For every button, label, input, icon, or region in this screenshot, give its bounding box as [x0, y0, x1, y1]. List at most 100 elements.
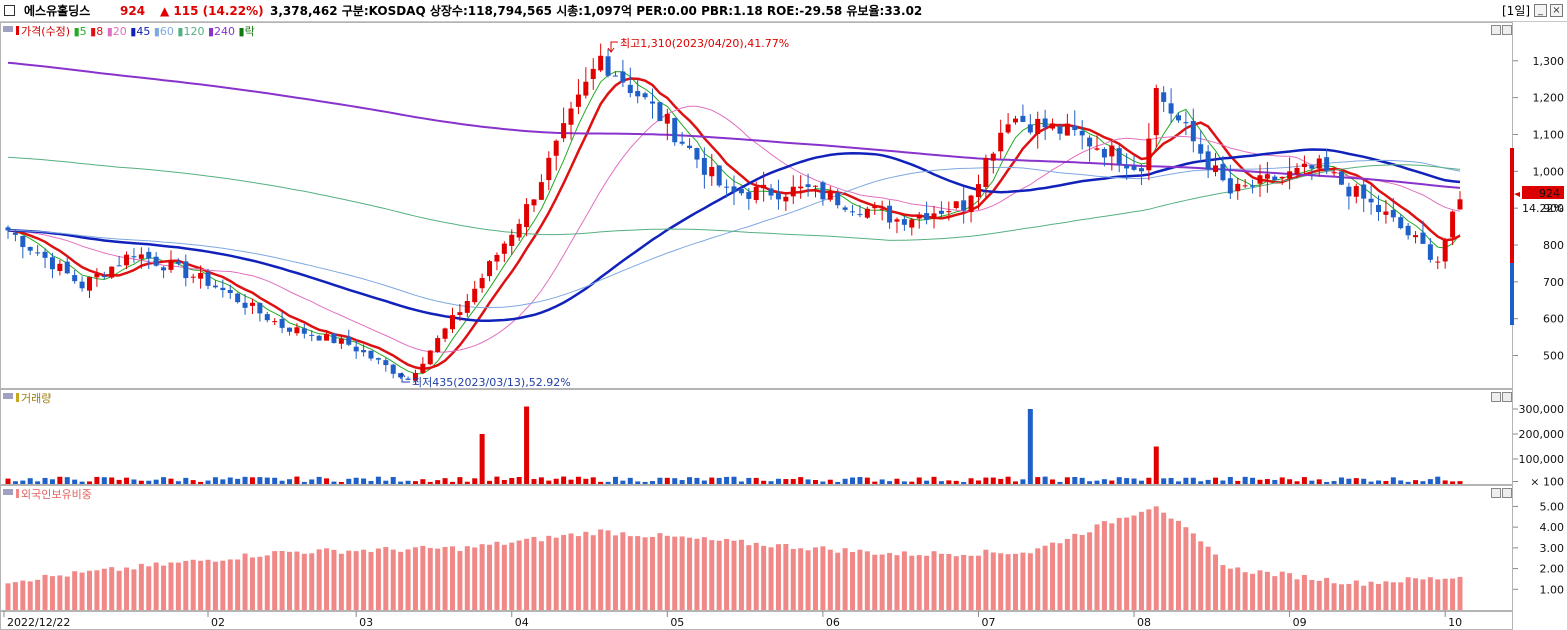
candle-body — [272, 321, 278, 323]
pane-handle-icon — [3, 393, 13, 399]
foreign-ratio-bar — [709, 540, 715, 610]
foreign-ratio-bar — [775, 544, 781, 610]
close-button[interactable]: × — [1550, 4, 1563, 17]
candle-body — [746, 192, 752, 199]
volume-bar — [768, 481, 774, 484]
volume-bar — [1079, 477, 1085, 484]
high-annotation: 최고1,310(2023/04/20),41.77% — [607, 37, 789, 53]
volume-bar — [398, 481, 404, 484]
volume-bar — [635, 481, 641, 484]
candle-body — [553, 140, 559, 156]
foreign-ratio-bar — [916, 555, 922, 610]
candle-body — [27, 246, 33, 251]
candle-body — [590, 68, 596, 80]
candle-body — [561, 123, 567, 139]
candle-body — [487, 261, 493, 277]
volume-bar — [583, 478, 589, 484]
foreign-pane-controls[interactable] — [1491, 488, 1512, 498]
candle-body — [1220, 163, 1226, 181]
foreign-tick-label: 3.00 — [1540, 542, 1565, 555]
current-price-marker: 924 14.22% — [1510, 148, 1564, 325]
candle-body — [798, 186, 804, 189]
foreign-ratio-bar — [835, 552, 841, 610]
candle-body — [316, 335, 322, 341]
foreign-ratio-bar — [1331, 583, 1337, 610]
foreign-ratio-bar — [94, 570, 100, 610]
foreign-ratio-bar — [287, 551, 293, 610]
foreign-ratio-bar — [924, 555, 930, 610]
volume-bar — [442, 478, 448, 484]
volume-pane-controls[interactable] — [1491, 392, 1512, 402]
volume-bar — [664, 477, 670, 484]
volume-bar — [1338, 477, 1344, 484]
candle-body — [687, 145, 693, 148]
candle-body — [479, 278, 485, 289]
candle-body — [1087, 137, 1093, 147]
price-tick-label: 1,100 — [1533, 128, 1565, 141]
foreign-ratio-bar — [1227, 568, 1233, 610]
candle-body — [679, 141, 685, 144]
volume-bar — [894, 478, 900, 484]
price-legend-text: 가격(수정) ▮5 ▮8 ▮20 ▮45 ▮60 ▮120 ▮240 ▮락 — [21, 25, 255, 38]
volume-bar — [1324, 481, 1330, 484]
foreign-ratio-bar — [990, 552, 996, 610]
stock-info: 3,378,462 구분:KOSDAQ 상장수:118,794,565 시총:1… — [270, 4, 923, 18]
volume-legend-label: 거래량 — [21, 392, 51, 405]
candle-body — [961, 200, 967, 211]
foreign-ratio-bar — [620, 532, 626, 610]
volume-bar — [961, 481, 967, 484]
candle-body — [153, 256, 159, 266]
volume-bar — [561, 476, 567, 484]
volume-bar — [361, 478, 367, 484]
volume-bar — [590, 477, 596, 484]
foreign-ratio-bar — [12, 582, 18, 610]
foreign-ratio-bar — [998, 553, 1004, 610]
minimize-button[interactable]: _ — [1534, 4, 1547, 17]
volume-bar — [872, 481, 878, 484]
foreign-ratio-bar — [731, 540, 737, 610]
candle-body — [1042, 118, 1048, 128]
candle-body — [768, 188, 774, 196]
candle-body — [412, 373, 418, 381]
foreign-ratio-bar — [1050, 542, 1056, 610]
candle-body — [1235, 183, 1241, 192]
volume-bar — [1124, 478, 1130, 484]
volume-bar — [227, 477, 233, 484]
foreign-ratio-bar — [812, 547, 818, 610]
volume-bar — [998, 478, 1004, 484]
foreign-ratio-bar — [457, 551, 463, 610]
volume-bar — [168, 478, 174, 484]
foreign-ratio-bar — [1450, 578, 1456, 610]
foreign-ratio-bar — [1079, 534, 1085, 610]
volume-bar — [657, 477, 663, 484]
volume-bar — [353, 477, 359, 484]
volume-bar — [701, 480, 707, 484]
volume-bar — [464, 481, 470, 484]
volume-bar — [568, 479, 574, 484]
candle-body — [1131, 166, 1137, 170]
foreign-ratio-bar — [716, 540, 722, 610]
volume-bar — [1205, 479, 1211, 484]
foreign-ratio-bar — [1361, 585, 1367, 610]
period-selector[interactable]: [1일] — [1502, 4, 1531, 18]
volume-bar — [857, 477, 863, 484]
volume-bar — [1398, 480, 1404, 484]
foreign-ratio-bar — [538, 541, 544, 610]
select-checkbox[interactable] — [4, 5, 15, 16]
volume-bars — [5, 406, 1463, 484]
candle-body — [1213, 165, 1219, 172]
volume-bar — [827, 479, 833, 484]
foreign-ratio-bar — [257, 556, 263, 610]
price-pane-controls[interactable] — [1491, 25, 1512, 35]
foreign-ratio-bar — [679, 536, 685, 610]
volume-bar — [1420, 481, 1426, 484]
volume-bar — [931, 476, 937, 484]
candle-body — [1190, 120, 1196, 142]
volume-bar — [887, 481, 893, 484]
candle-body — [694, 148, 700, 160]
volume-bar — [1435, 476, 1441, 484]
candle-body — [1168, 103, 1174, 114]
foreign-ratio-bar — [894, 555, 900, 610]
foreign-ratio-bar — [879, 554, 885, 610]
foreign-ratio-bar — [1257, 570, 1263, 610]
